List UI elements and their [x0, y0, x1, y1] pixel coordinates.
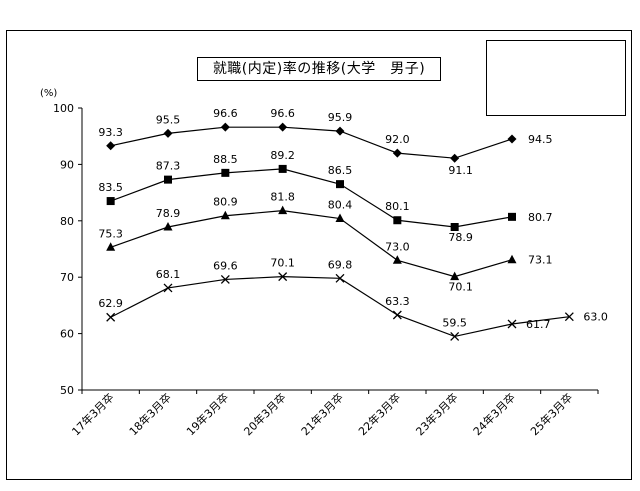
data-label: 80.1 — [385, 200, 410, 213]
data-point — [508, 212, 516, 221]
data-point — [106, 141, 116, 151]
data-label: 63.0 — [583, 311, 608, 324]
data-point — [106, 312, 116, 322]
data-point — [164, 175, 172, 184]
chart-frame — [6, 30, 632, 480]
data-point — [163, 222, 173, 231]
data-label: 62.9 — [98, 297, 123, 310]
data-label: 88.5 — [213, 153, 238, 166]
y-tick-label: 80 — [60, 215, 74, 228]
data-label: 75.3 — [98, 227, 123, 240]
data-point — [392, 310, 402, 320]
data-point — [335, 273, 345, 283]
data-label: 78.9 — [156, 207, 181, 220]
data-label: 73.0 — [385, 240, 410, 253]
data-label: 93.3 — [98, 126, 123, 139]
series-line — [110, 126, 513, 159]
data-point — [564, 312, 574, 322]
data-point — [450, 331, 460, 341]
data-label: 91.1 — [448, 164, 473, 177]
data-label: 86.5 — [328, 164, 353, 177]
y-axis-label: (%) — [40, 88, 57, 99]
data-label: 80.4 — [328, 199, 353, 212]
data-label: 95.5 — [156, 113, 181, 126]
y-tick-label: 100 — [53, 102, 74, 115]
data-point — [507, 134, 517, 144]
data-point — [278, 205, 288, 215]
y-tick-label: 70 — [60, 271, 74, 284]
x-tick-label: 21年3月卒 — [298, 390, 346, 438]
data-point — [221, 168, 230, 177]
data-point — [278, 164, 287, 173]
x-tick-label: 20年3月卒 — [241, 390, 289, 438]
y-tick-label: 50 — [60, 384, 74, 397]
data-point — [220, 274, 230, 284]
data-point — [393, 216, 402, 225]
series-line — [110, 168, 513, 228]
y-tick-label: 90 — [60, 158, 74, 171]
x-tick-label: 22年3月卒 — [355, 390, 403, 438]
data-point — [106, 242, 116, 251]
data-point — [450, 223, 459, 232]
data-point — [392, 255, 402, 264]
data-label: 63.3 — [385, 295, 410, 308]
x-tick-label: 23年3月卒 — [413, 390, 461, 438]
chart-title: 就職(内定)率の推移(大学 男子) — [212, 61, 426, 77]
x-tick-label: 18年3月卒 — [126, 390, 174, 438]
data-label: 95.9 — [328, 111, 353, 124]
data-point — [335, 213, 345, 223]
data-point — [450, 153, 460, 163]
data-point — [220, 122, 230, 132]
data-label: 80.7 — [528, 211, 553, 224]
data-label: 70.1 — [448, 281, 473, 294]
data-label: 87.3 — [156, 160, 181, 173]
x-tick-label: 19年3月卒 — [183, 390, 231, 438]
data-label: 78.9 — [448, 231, 473, 244]
data-label: 59.5 — [442, 316, 467, 329]
chart-legend — [486, 40, 626, 116]
data-label: 61.7 — [526, 318, 551, 331]
data-label: 69.6 — [213, 259, 238, 272]
data-label: 89.2 — [270, 149, 295, 162]
data-point — [392, 148, 402, 158]
data-label: 80.9 — [213, 196, 238, 209]
data-label: 94.5 — [528, 133, 553, 146]
x-tick-label: 24年3月卒 — [470, 390, 518, 438]
data-label: 70.1 — [270, 257, 295, 270]
data-point — [163, 128, 173, 138]
series-line — [110, 276, 570, 338]
data-point — [335, 126, 345, 136]
data-label: 73.1 — [528, 254, 553, 267]
data-label: 69.8 — [328, 258, 353, 271]
data-label: 96.6 — [270, 107, 295, 120]
data-point — [507, 319, 517, 329]
y-tick-label: 60 — [60, 328, 74, 341]
data-label: 81.8 — [270, 191, 295, 204]
data-point — [220, 210, 230, 220]
data-label: 92.0 — [385, 133, 410, 146]
data-point — [507, 254, 517, 264]
series-line — [110, 210, 513, 278]
data-label: 96.6 — [213, 107, 238, 120]
data-label: 68.1 — [156, 268, 181, 281]
data-point — [278, 272, 288, 282]
data-point — [278, 122, 288, 132]
data-label: 83.5 — [98, 181, 123, 194]
data-point — [106, 197, 115, 206]
data-point — [163, 283, 173, 293]
x-tick-label: 25年3月卒 — [527, 390, 575, 438]
x-tick-label: 17年3月卒 — [69, 390, 117, 438]
chart-title-box: 就職(内定)率の推移(大学 男子) — [197, 57, 441, 81]
data-point — [450, 271, 460, 281]
data-point — [336, 180, 344, 189]
